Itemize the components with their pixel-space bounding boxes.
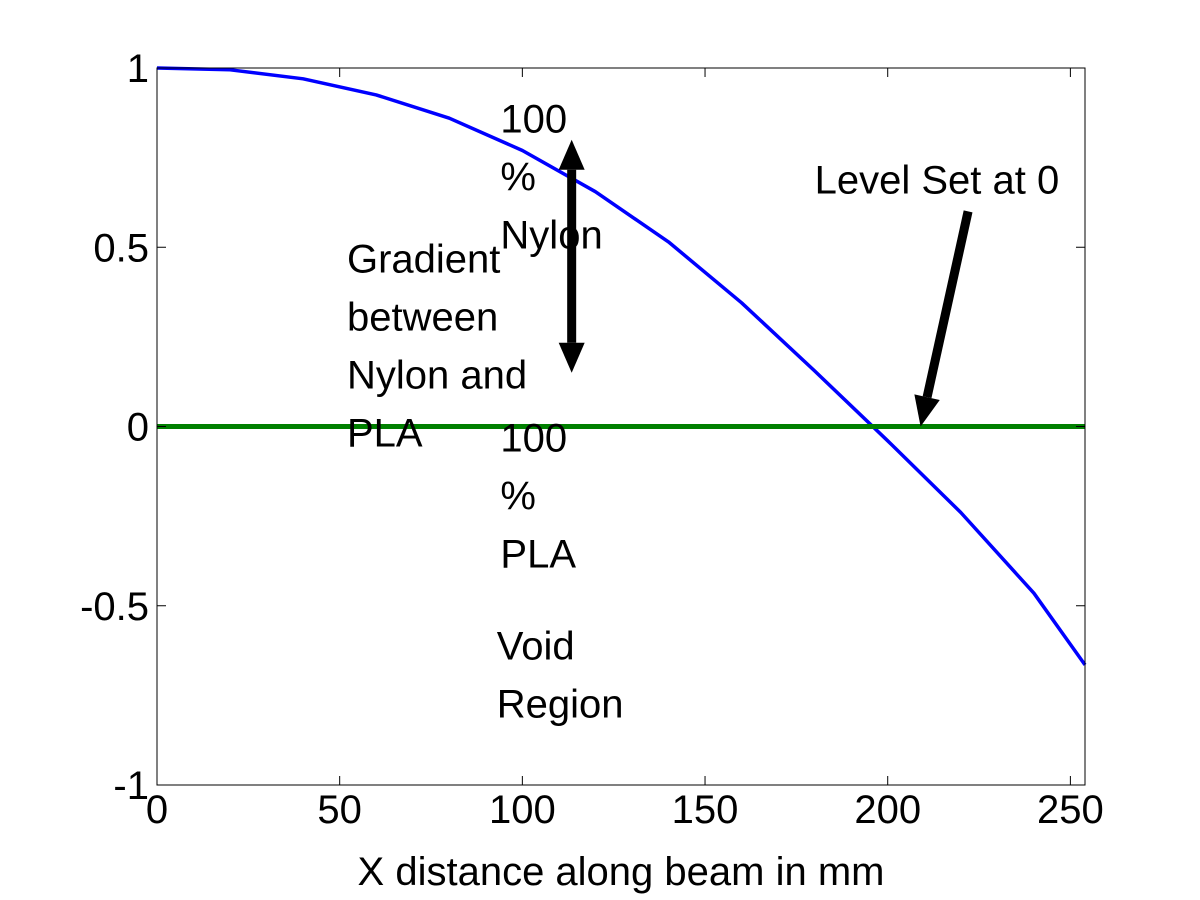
annotation-2: Gradient between Nylon and PLA (347, 237, 527, 455)
x-tick-label: 0 (146, 788, 168, 832)
y-tick-label: -0.5 (80, 585, 149, 629)
y-tick-label: -1 (113, 764, 149, 808)
annotation-4: Void Region (497, 625, 624, 727)
ticks-layer: 0 50 100 150 200 250 -1 -0.5 0 0.5 1 (80, 47, 1104, 832)
annotation-line: 100 (500, 98, 567, 142)
arrow-shaft-2 (922, 210, 973, 399)
y-tick-label: 0.5 (93, 226, 149, 270)
annotation-line: PLA (347, 411, 423, 455)
arrow-head (914, 394, 940, 427)
annotation-3: 100% PLA (500, 417, 576, 577)
x-tick-label: 200 (854, 788, 921, 832)
annotation-line: Nylon (500, 214, 602, 258)
annotation-line: PLA (500, 533, 576, 577)
annotation-line: Region (497, 683, 624, 727)
x-tick-label: 250 (1037, 788, 1104, 832)
series-line-1 (156, 66, 1087, 666)
x-tick-label: 150 (672, 788, 739, 832)
series-layer (156, 66, 1087, 666)
annotation-line: Level Set at 0 (815, 158, 1060, 202)
x-tick-label: 100 (489, 788, 556, 832)
x-axis-label: X distance along beam in mm (358, 850, 885, 894)
arrow-head (558, 342, 585, 373)
y-tick-label: 0 (127, 406, 149, 450)
annotation-line: 100 (500, 417, 567, 461)
annotation-line: Void (497, 625, 575, 669)
annotation-line: % (500, 475, 536, 519)
annotation-5: Level Set at 0 (815, 158, 1060, 202)
annotation-line: Nylon and (347, 353, 527, 397)
annotation-1: 100% Nylon (500, 98, 602, 258)
annotation-line: Gradient (347, 237, 500, 281)
annotation-line: % (500, 156, 536, 200)
annotation-line: between (347, 295, 498, 339)
x-tick-label: 50 (317, 788, 362, 832)
y-tick-label: 1 (127, 47, 149, 91)
arrow-head (558, 139, 585, 170)
